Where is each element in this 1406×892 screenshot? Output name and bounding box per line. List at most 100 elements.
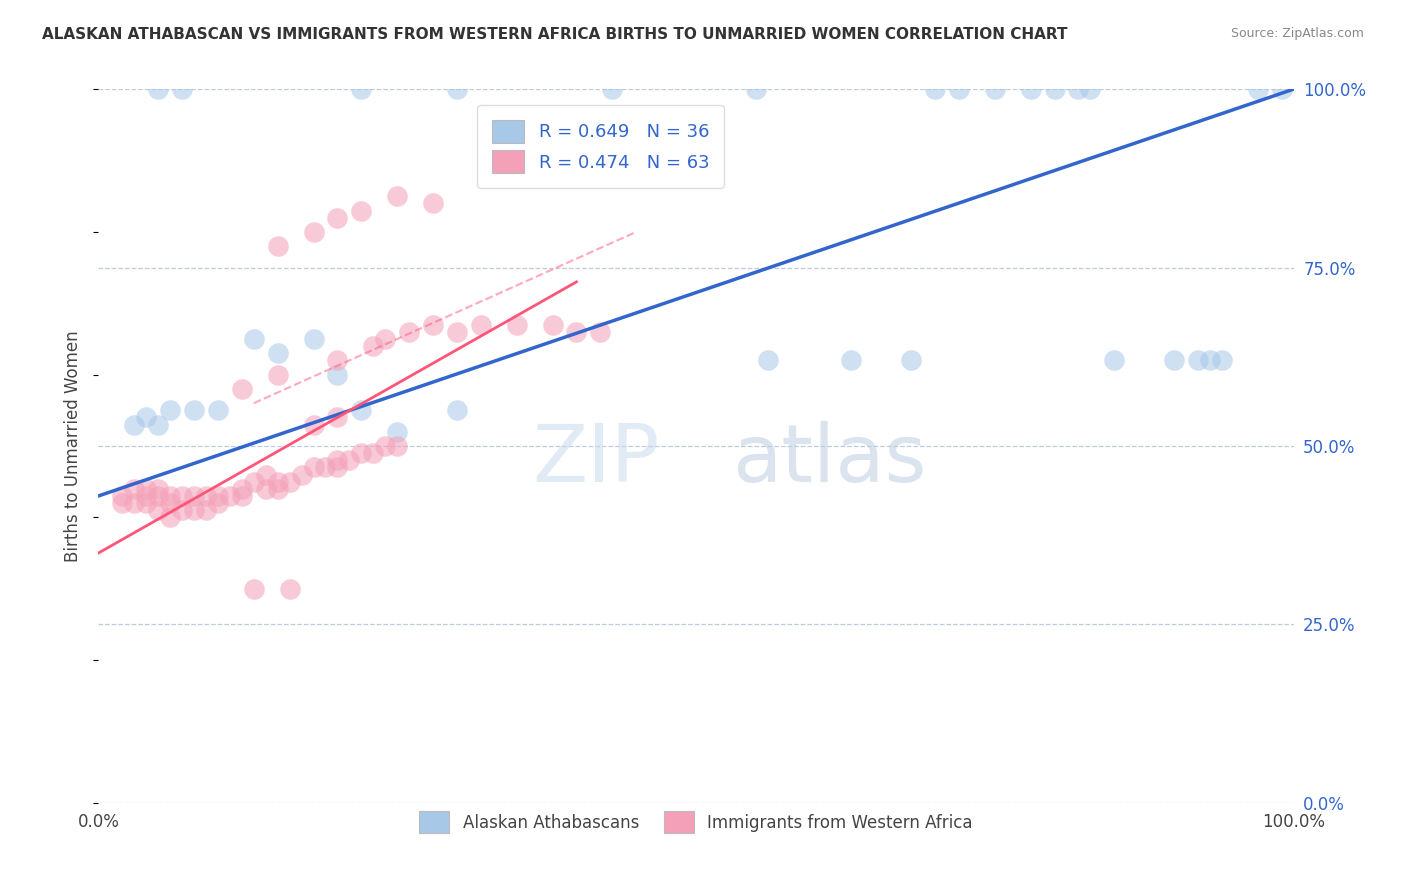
Point	[148, 82, 170, 96]
Point	[374, 332, 396, 346]
Point	[159, 510, 181, 524]
Point	[172, 82, 194, 96]
Point	[350, 403, 373, 417]
Point	[339, 453, 361, 467]
Point	[195, 503, 218, 517]
Point	[243, 332, 266, 346]
Point	[243, 475, 266, 489]
Point	[446, 82, 468, 96]
Point	[446, 403, 468, 417]
Point	[135, 482, 157, 496]
Point	[326, 353, 349, 368]
Point	[565, 325, 588, 339]
Point	[900, 353, 922, 368]
Point	[1067, 82, 1090, 96]
Text: ZIP: ZIP	[533, 421, 661, 500]
Point	[159, 496, 181, 510]
Point	[385, 425, 409, 439]
Point	[183, 489, 205, 503]
Text: ALASKAN ATHABASCAN VS IMMIGRANTS FROM WESTERN AFRICA BIRTHS TO UNMARRIED WOMEN C: ALASKAN ATHABASCAN VS IMMIGRANTS FROM WE…	[42, 27, 1067, 42]
Point	[183, 503, 205, 517]
Point	[326, 460, 349, 475]
Text: Source: ZipAtlas.com: Source: ZipAtlas.com	[1230, 27, 1364, 40]
Point	[254, 482, 277, 496]
Point	[172, 489, 194, 503]
Point	[267, 368, 290, 382]
Point	[422, 196, 444, 211]
Point	[1187, 353, 1209, 368]
Point	[267, 475, 290, 489]
Point	[326, 211, 349, 225]
Point	[326, 453, 349, 467]
Point	[195, 489, 218, 503]
Point	[135, 410, 157, 425]
Point	[159, 403, 181, 417]
Y-axis label: Births to Unmarried Women: Births to Unmarried Women	[65, 330, 83, 562]
Point	[148, 489, 170, 503]
Point	[148, 482, 170, 496]
Point	[111, 489, 134, 503]
Point	[1163, 353, 1185, 368]
Point	[231, 482, 253, 496]
Point	[948, 82, 970, 96]
Point	[602, 82, 624, 96]
Point	[1211, 353, 1233, 368]
Point	[254, 467, 277, 482]
Point	[589, 325, 612, 339]
Point	[302, 417, 325, 432]
Point	[326, 410, 349, 425]
Point	[1043, 82, 1066, 96]
Point	[363, 339, 385, 353]
Point	[398, 325, 420, 339]
Point	[124, 496, 146, 510]
Point	[541, 318, 564, 332]
Point	[385, 189, 409, 203]
Point	[363, 446, 385, 460]
Point	[745, 82, 768, 96]
Point	[350, 203, 373, 218]
Point	[231, 382, 253, 396]
Point	[267, 482, 290, 496]
Point	[302, 332, 325, 346]
Point	[278, 582, 301, 596]
Point	[326, 368, 349, 382]
Point	[159, 489, 181, 503]
Point	[841, 353, 863, 368]
Legend: Alaskan Athabascans, Immigrants from Western Africa: Alaskan Athabascans, Immigrants from Wes…	[408, 799, 984, 845]
Point	[207, 403, 229, 417]
Point	[446, 325, 468, 339]
Point	[350, 82, 373, 96]
Point	[243, 582, 266, 596]
Point	[148, 417, 170, 432]
Point	[207, 489, 229, 503]
Point	[1271, 82, 1294, 96]
Point	[278, 475, 301, 489]
Point	[506, 318, 529, 332]
Point	[302, 225, 325, 239]
Point	[1080, 82, 1102, 96]
Point	[148, 503, 170, 517]
Point	[124, 482, 146, 496]
Point	[207, 496, 229, 510]
Point	[470, 318, 492, 332]
Point	[135, 489, 157, 503]
Point	[267, 346, 290, 360]
Point	[111, 496, 134, 510]
Point	[231, 489, 253, 503]
Point	[267, 239, 290, 253]
Point	[756, 353, 779, 368]
Point	[1104, 353, 1126, 368]
Point	[315, 460, 337, 475]
Point	[984, 82, 1007, 96]
Point	[135, 496, 157, 510]
Text: atlas: atlas	[733, 421, 927, 500]
Point	[385, 439, 409, 453]
Point	[183, 403, 205, 417]
Point	[374, 439, 396, 453]
Point	[124, 417, 146, 432]
Point	[1199, 353, 1222, 368]
Point	[172, 503, 194, 517]
Point	[1019, 82, 1042, 96]
Point	[291, 467, 314, 482]
Point	[302, 460, 325, 475]
